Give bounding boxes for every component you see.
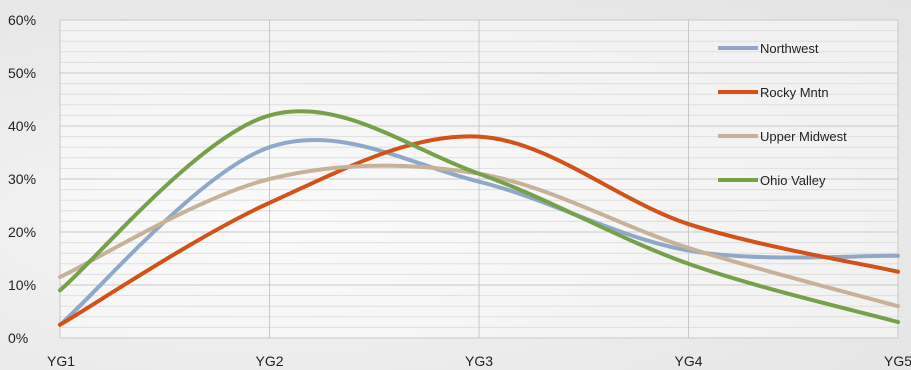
- legend-label-upper-midwest: Upper Midwest: [760, 129, 847, 144]
- legend-label-northwest: Northwest: [760, 41, 819, 56]
- y-tick-label: 10%: [8, 277, 36, 293]
- series-line-northwest: [58, 138, 900, 327]
- y-tick-label: 30%: [8, 171, 36, 187]
- y-tick-label: 60%: [8, 12, 36, 28]
- y-tick-label: 20%: [8, 224, 36, 240]
- gridlines: [59, 19, 899, 339]
- legend-label-ohio-valley: Ohio Valley: [760, 173, 826, 188]
- x-tick-label: YG2: [255, 353, 283, 369]
- y-tick-label: 50%: [8, 65, 36, 81]
- series-lines: [58, 109, 900, 327]
- series-line-rocky-mntn: [58, 134, 900, 327]
- series-line-ohio-valley: [58, 109, 900, 325]
- x-tick-label: YG1: [47, 353, 75, 369]
- legend: Northwest Rocky Mntn Upper Midwest Ohio Val…: [718, 41, 847, 188]
- y-tick-label: 0%: [8, 330, 28, 346]
- x-tick-label: YG4: [674, 353, 702, 369]
- x-tick-label: YG5: [884, 353, 911, 369]
- x-tick-label: YG3: [465, 353, 493, 369]
- legend-label-rocky-mntn: Rocky Mntn: [760, 85, 829, 100]
- y-tick-label: 40%: [8, 118, 36, 134]
